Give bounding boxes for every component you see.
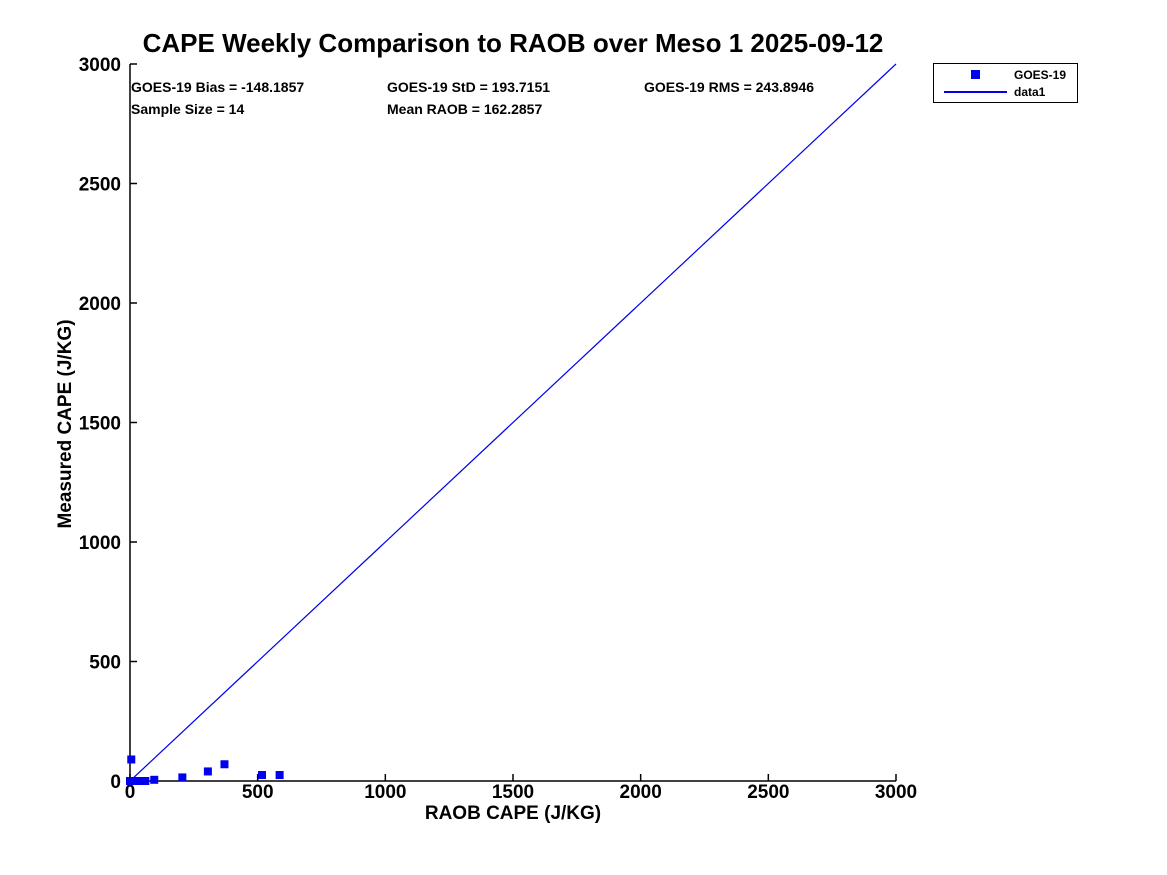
stat-std: GOES-19 StD = 193.7151 [387,79,551,95]
stat-mean-raob: Mean RAOB = 162.2857 [387,101,543,117]
x-tick-label: 500 [242,782,274,803]
stat-sample-size: Sample Size = 14 [131,101,245,117]
y-tick-label: 500 [89,653,121,674]
legend-label-goes19: GOES-19 [1014,67,1067,82]
y-tick-label: 1500 [79,414,121,435]
y-axis-label: Measured CAPE (J/KG) [55,319,76,529]
data-point-marker [127,755,136,764]
data-point-marker [141,777,150,785]
data-point-marker [178,773,187,782]
legend-square-marker-icon [944,70,1007,79]
legend: GOES-19 data1 [933,63,1078,103]
y-tick-label: 1000 [79,533,121,554]
data-point-marker [220,760,229,769]
legend-entry-data1: data1 [934,84,1077,99]
identity-line [129,63,897,782]
y-tick-label: 2000 [79,294,121,315]
x-tick-label: 1000 [364,782,406,803]
stat-bias: GOES-19 Bias = -148.1857 [131,79,305,95]
data-point-marker [258,771,267,780]
stat-rms: GOES-19 RMS = 243.8946 [644,79,815,95]
x-tick-label: 1500 [492,782,534,803]
data-point-marker [150,775,159,784]
y-tick-label: 0 [110,772,121,793]
x-tick-label: 2000 [620,782,662,803]
legend-line-marker-icon [944,90,1007,93]
data-point-marker [275,771,284,780]
x-axis-label: RAOB CAPE (J/KG) [424,803,602,824]
x-tick-label: 0 [125,782,136,803]
y-tick-label: 3000 [79,55,121,76]
chart-title: CAPE Weekly Comparison to RAOB over Meso… [142,28,884,58]
legend-entry-goes19: GOES-19 [934,67,1077,82]
data-point-marker [203,767,212,776]
x-tick-label: 2500 [747,782,789,803]
x-tick-label: 3000 [875,782,917,803]
y-tick-label: 2500 [79,175,121,196]
legend-label-data1: data1 [1014,84,1046,99]
